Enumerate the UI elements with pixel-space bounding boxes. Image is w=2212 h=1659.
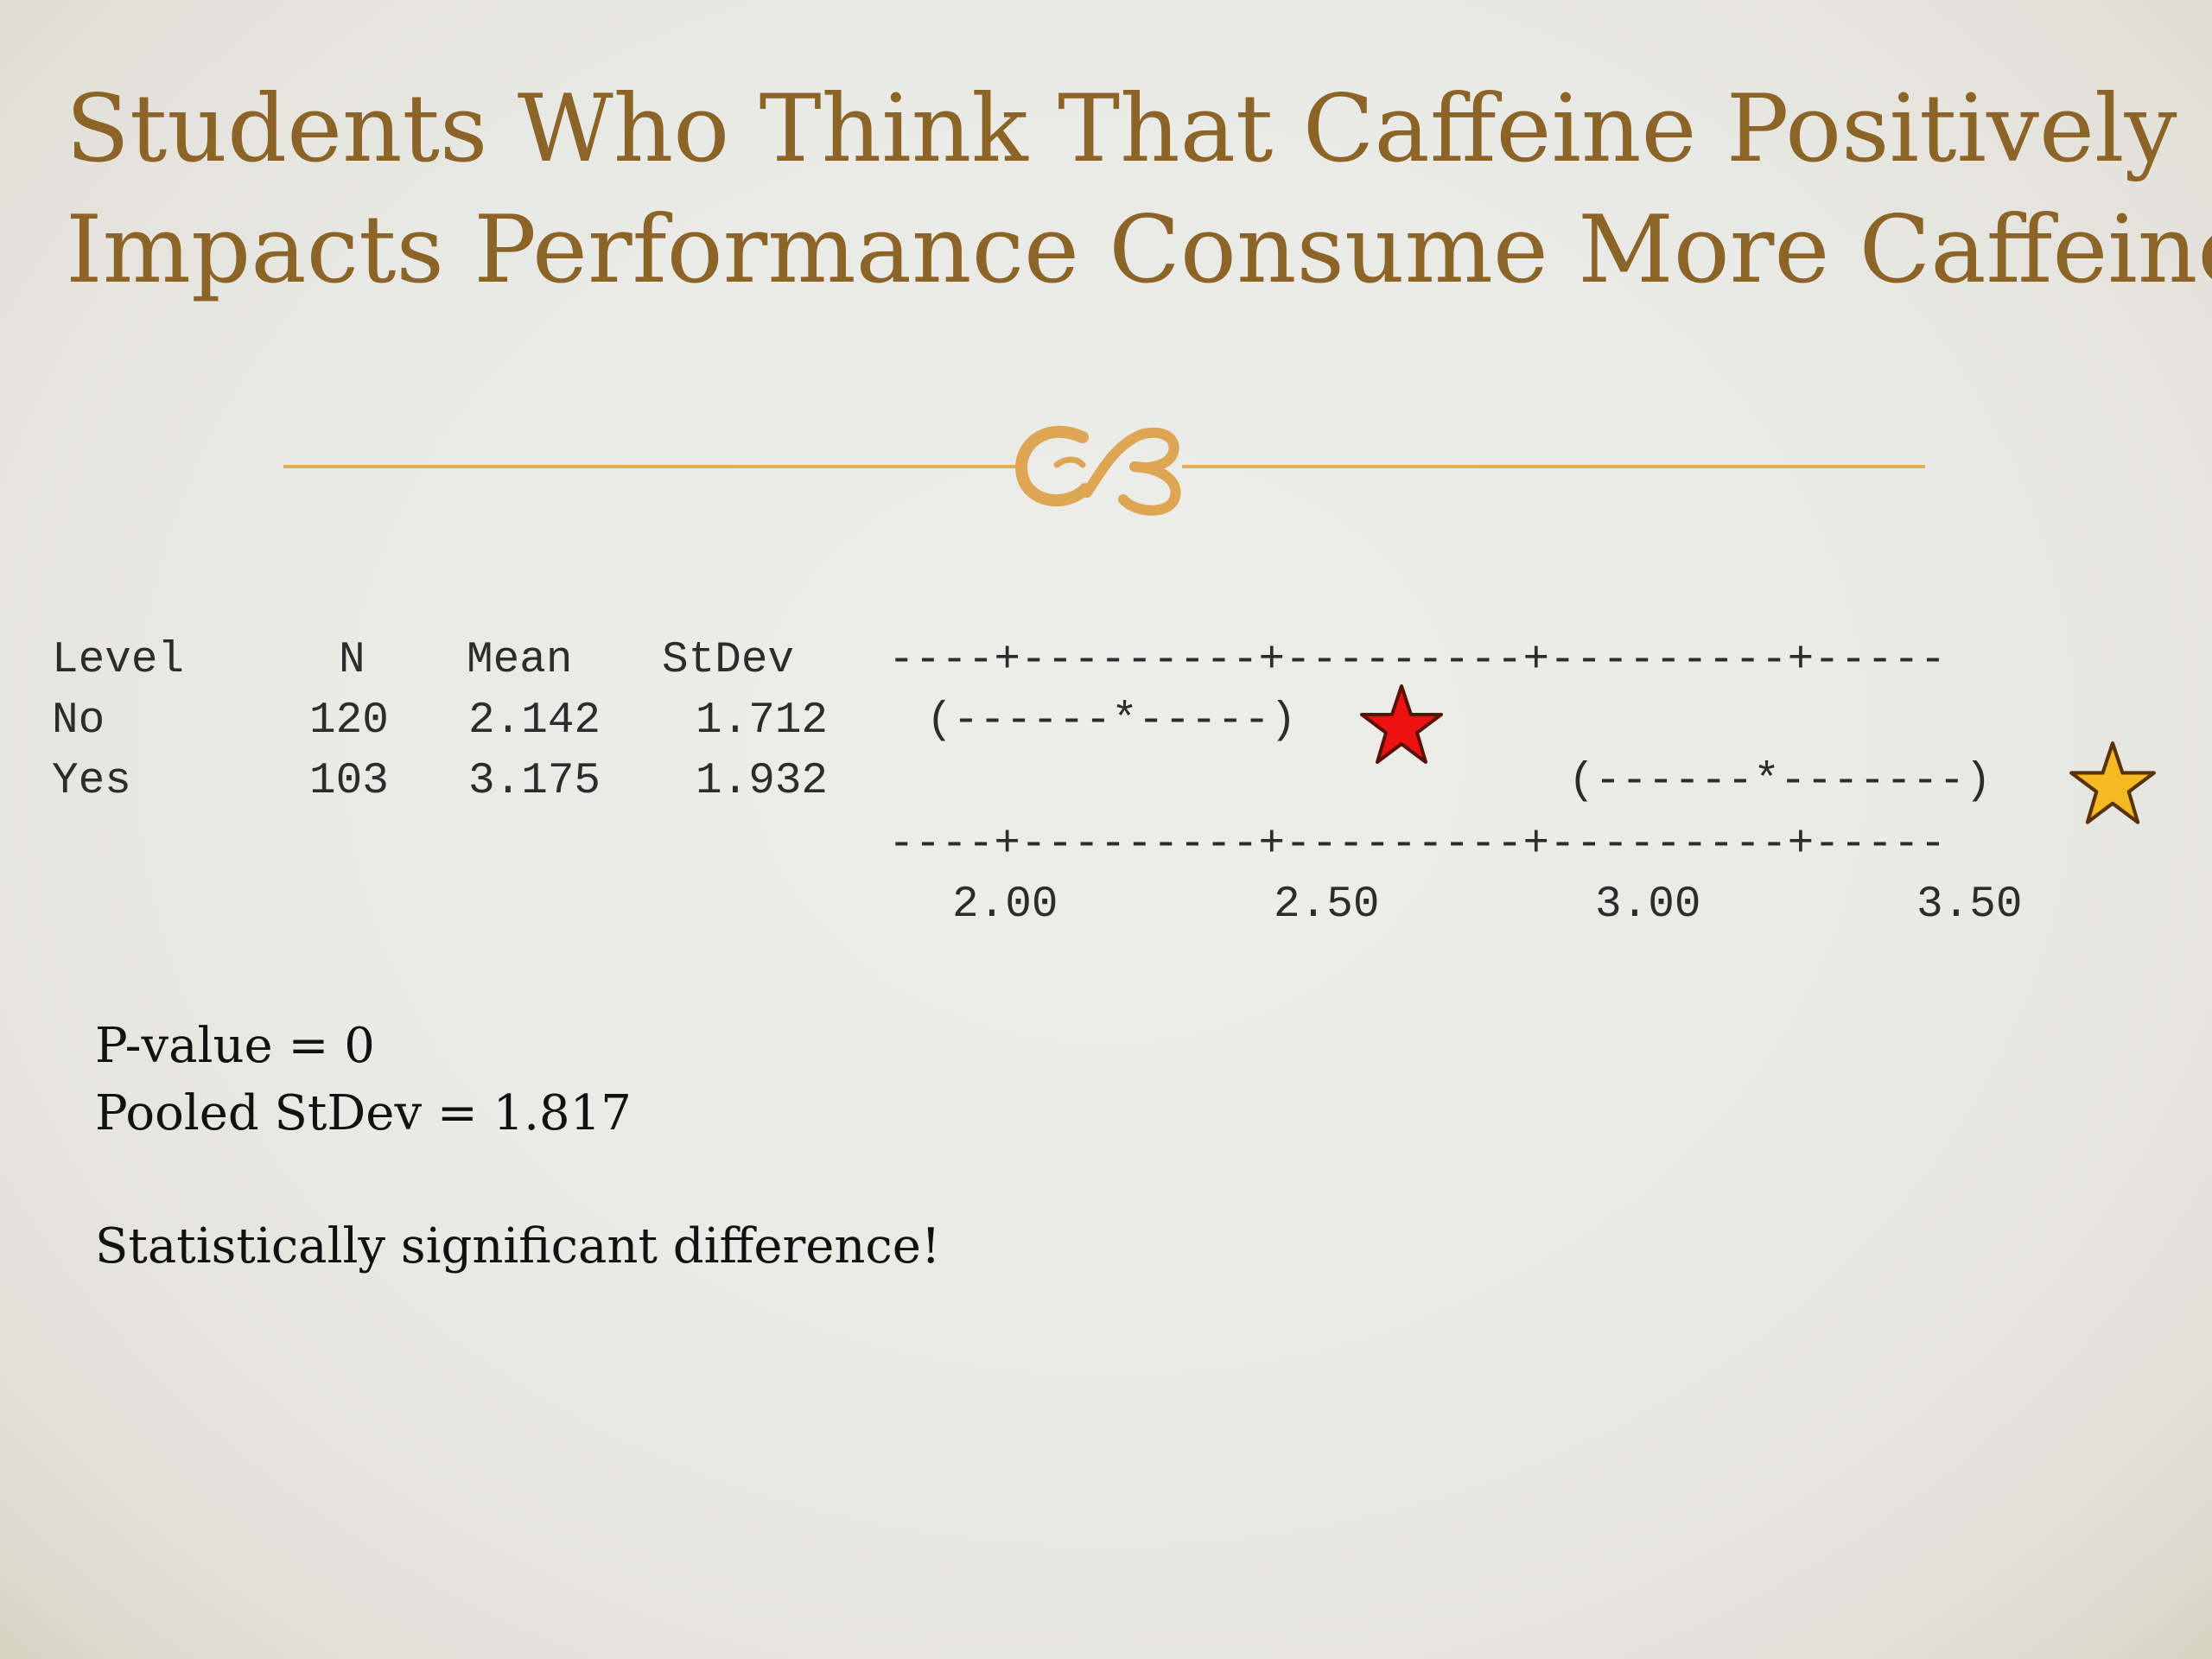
row-no-interval: (------*-----) xyxy=(926,696,1297,746)
title-line-2: Impacts Performance Consume More Caffein… xyxy=(66,196,2212,304)
row-yes-level: Yes xyxy=(52,757,131,806)
p-value-text: P-value = 0 xyxy=(95,1018,375,1074)
tick-label-4: 3.50 xyxy=(1916,880,2023,930)
flourish-icon xyxy=(1015,425,1181,516)
row-yes-n: 103 xyxy=(309,757,389,806)
statistics-summary: P-value = 0 Pooled StDev = 1.817 xyxy=(95,1013,632,1147)
title-divider xyxy=(283,425,1925,516)
title-line-1: Students Who Think That Caffeine Positiv… xyxy=(66,75,2177,183)
tick-label-2: 2.50 xyxy=(1274,880,1380,930)
row-no-level: No xyxy=(52,696,105,746)
scale-top: ----+---------+---------+---------+----- xyxy=(888,636,1947,685)
tick-label-3: 3.00 xyxy=(1595,880,1701,930)
header-level: Level xyxy=(52,636,185,685)
row-yes-mean: 3.175 xyxy=(468,757,601,806)
slide-title: Students Who Think That Caffeine Positiv… xyxy=(66,69,2212,311)
tick-label-1: 2.00 xyxy=(952,880,1058,930)
header-stdev: StDev xyxy=(662,636,795,685)
row-no-mean: 2.142 xyxy=(468,696,601,746)
red-star-icon xyxy=(1360,684,1443,764)
row-yes-stdev: 1.932 xyxy=(696,757,829,806)
header-n: N xyxy=(339,636,365,685)
header-mean: Mean xyxy=(467,636,573,685)
row-yes-interval: (------*-------) xyxy=(1568,757,1992,806)
scale-bottom: ----+---------+---------+---------+----- xyxy=(888,820,1947,869)
row-no-n: 120 xyxy=(309,696,389,746)
conclusion-text: Statistically significant difference! xyxy=(95,1218,941,1274)
gold-star-icon xyxy=(2069,741,2156,824)
row-no-stdev: 1.712 xyxy=(696,696,829,746)
pooled-stdev-text: Pooled StDev = 1.817 xyxy=(95,1085,632,1141)
